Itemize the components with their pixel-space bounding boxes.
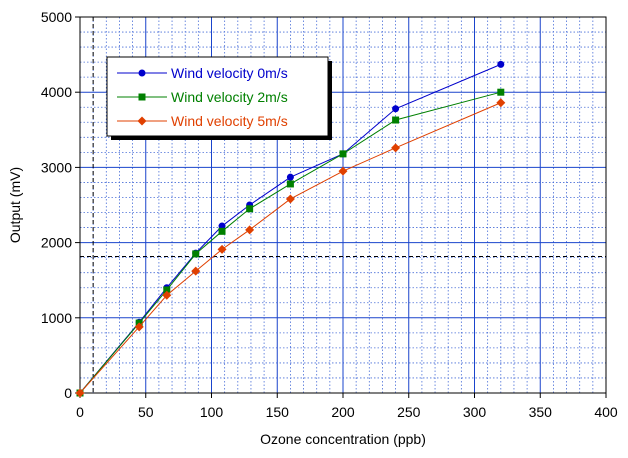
legend-label: Wind velocity 2m/s <box>171 89 288 105</box>
data-point <box>162 290 172 300</box>
x-tick-label: 50 <box>138 404 154 420</box>
data-point <box>217 244 227 254</box>
data-point <box>218 227 226 235</box>
data-point <box>286 180 294 188</box>
series-line <box>79 102 501 394</box>
legend-label: Wind velocity 0m/s <box>171 65 288 81</box>
series-layer <box>75 60 506 398</box>
data-point <box>134 322 144 332</box>
y-tick-label: 2000 <box>41 235 72 251</box>
data-point <box>163 286 171 294</box>
x-tick-label: 250 <box>397 404 421 420</box>
data-point <box>339 150 347 158</box>
x-tick-label: 150 <box>266 404 290 420</box>
x-axis-title: Ozone concentration (ppb) <box>260 431 426 447</box>
y-tick-labels: 0 1000 2000 3000 4000 5000 <box>41 9 72 401</box>
y-tick-label: 1000 <box>41 310 72 326</box>
y-tick-label: 5000 <box>41 9 72 25</box>
data-point <box>497 60 505 68</box>
x-tick-label: 400 <box>594 404 618 420</box>
data-point <box>192 250 200 258</box>
data-point <box>496 98 506 108</box>
data-point <box>286 173 294 181</box>
legend: Wind velocity 0m/s Wind velocity 2m/s Wind… <box>106 56 332 140</box>
data-point <box>338 166 348 176</box>
reference-dashed-lines <box>80 17 606 393</box>
legend-marker <box>137 116 147 126</box>
series-line <box>79 63 501 394</box>
data-point <box>218 222 226 230</box>
series-line <box>79 91 501 394</box>
y-tick-label: 3000 <box>41 159 72 175</box>
data-point <box>391 143 401 153</box>
x-tick-labels: 0 50 100 150 200 250 300 350 400 <box>76 404 618 420</box>
data-point <box>245 225 255 235</box>
legend-marker <box>138 93 146 101</box>
data-point <box>285 194 295 204</box>
x-tick-label: 300 <box>463 404 487 420</box>
legend-label: Wind velocity 5m/s <box>171 113 288 129</box>
data-point <box>75 388 85 398</box>
data-point <box>497 88 505 96</box>
y-tick-label: 0 <box>64 385 72 401</box>
legend-marker <box>138 69 146 77</box>
data-point <box>392 105 400 113</box>
data-point <box>392 116 400 124</box>
series-2 <box>75 98 506 398</box>
y-axis-title: Output (mV) <box>7 167 23 243</box>
data-point <box>246 205 254 213</box>
y-tick-label: 4000 <box>41 84 72 100</box>
x-tick-label: 100 <box>200 404 224 420</box>
x-tick-label: 0 <box>76 404 84 420</box>
x-tick-label: 350 <box>529 404 553 420</box>
data-point <box>191 266 201 276</box>
x-tick-label: 200 <box>331 404 355 420</box>
